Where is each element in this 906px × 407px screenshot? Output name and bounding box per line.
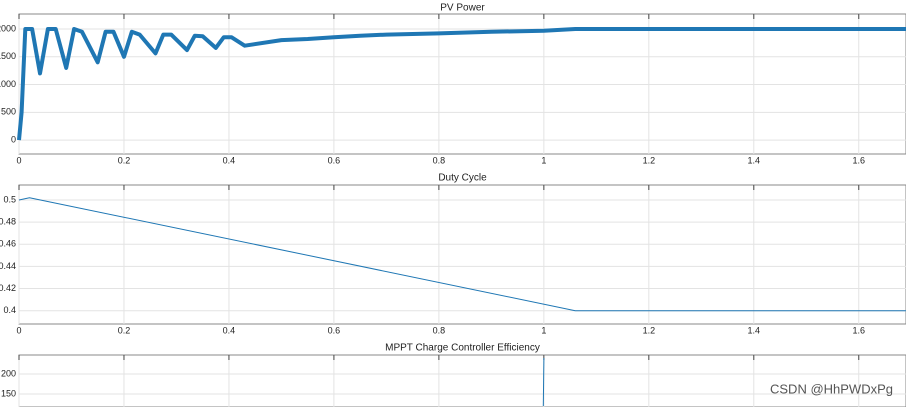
y-tick-label: 500 <box>1 107 16 117</box>
y-tick-label: 0.4 <box>3 305 16 315</box>
plot: PV Power 0 0.2 0.4 0.6 0.8 1 1.2 1.4 1.6 0 500 1000 1… <box>0 3 906 165</box>
y-tick-label: 2000 <box>0 23 16 33</box>
data-line <box>18 197 906 312</box>
x-tick-label: 1 <box>541 155 546 165</box>
y-tick-label: 0 <box>11 134 16 144</box>
watermark: CSDN @HhPWDxPg <box>770 381 893 396</box>
data-line <box>17 27 906 141</box>
plot-area <box>18 13 906 155</box>
x-tick-label: 1.4 <box>748 155 761 165</box>
y-tick-label: 1000 <box>0 79 16 89</box>
plot-title: MPPT Charge Controller Efficiency <box>385 343 540 354</box>
x-tick-label: 1 <box>541 325 546 335</box>
y-tick-label: 0.44 <box>0 261 16 271</box>
x-tick-label: 0.8 <box>433 155 446 165</box>
y-tick-label: 0.48 <box>0 216 16 226</box>
x-tick-label: 1.6 <box>853 155 866 165</box>
plot-title: PV Power <box>440 3 485 14</box>
y-tick-label: 0.42 <box>0 283 16 293</box>
plot-title: Duty Cycle <box>438 173 487 184</box>
y-tick-label: 1500 <box>0 51 16 61</box>
plot: MPPT Charge Controller Efficiency 150 200 <box>1 343 906 407</box>
plot-area <box>18 354 906 407</box>
x-tick-label: 0.2 <box>118 155 131 165</box>
x-tick-label: 1.2 <box>643 155 656 165</box>
y-tick-label: 200 <box>1 368 16 378</box>
y-tick-label: 0.46 <box>0 239 16 249</box>
y-tick-label: 150 <box>1 388 16 398</box>
plot: Duty Cycle 0 0.2 0.4 0.6 0.8 1 1.2 1.4 1.6 0.4 0.42… <box>0 173 906 335</box>
x-tick-label: 1.2 <box>643 325 656 335</box>
x-tick-label: 0 <box>16 155 21 165</box>
x-tick-label: 1.6 <box>853 325 866 335</box>
x-tick-label: 0 <box>16 325 21 335</box>
x-tick-label: 0.6 <box>328 155 341 165</box>
x-tick-label: 0.4 <box>223 155 236 165</box>
data-line <box>542 357 545 407</box>
x-tick-label: 0.2 <box>118 325 131 335</box>
y-tick-label: 0.5 <box>3 194 16 204</box>
x-tick-label: 0.8 <box>433 325 446 335</box>
x-tick-label: 0.6 <box>328 325 341 335</box>
x-tick-label: 1.4 <box>748 325 761 335</box>
x-tick-label: 0.4 <box>223 325 236 335</box>
plot-area <box>18 184 906 325</box>
